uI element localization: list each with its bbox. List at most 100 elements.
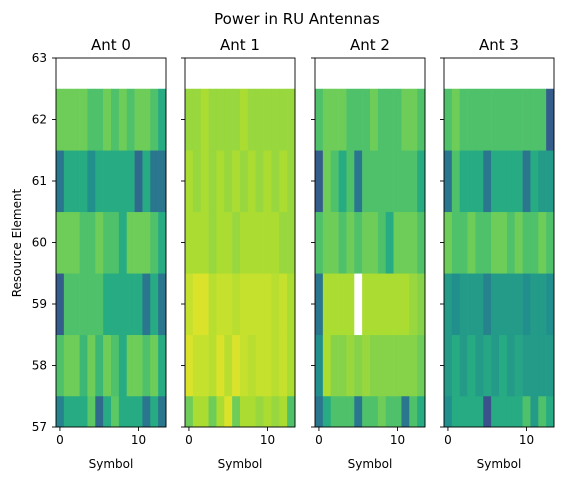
heatmap-cell: [444, 396, 453, 427]
heatmap-cell: [530, 396, 539, 427]
heatmap-cell: [546, 396, 555, 427]
heatmap-cell: [522, 334, 531, 397]
x-tick-label: 0: [444, 433, 452, 447]
heatmap-cell: [393, 273, 402, 336]
heatmap-cell: [370, 150, 379, 213]
heatmap-cell: [506, 334, 516, 397]
heatmap-cell: [287, 396, 296, 427]
heatmap-cell: [444, 273, 453, 336]
heatmap-cell: [95, 150, 104, 213]
heatmap-cell: [491, 150, 500, 213]
heatmap-cell: [150, 273, 159, 336]
heatmap-cell: [279, 150, 288, 213]
heatmap-cell: [134, 211, 143, 274]
heatmap-cell: [483, 88, 492, 151]
heatmap-cell: [192, 334, 202, 397]
heatmap-cell: [459, 150, 468, 213]
heatmap-cell: [393, 334, 402, 397]
heatmap-cell: [362, 273, 371, 336]
heatmap-cell: [362, 150, 371, 213]
heatmap-cell: [377, 334, 387, 397]
heatmap-cell: [338, 273, 347, 336]
panel-3: Ant 3 0 10 Symbol: [440, 36, 555, 471]
heatmap-cell: [315, 334, 324, 397]
heatmap-cell: [134, 273, 143, 336]
heatmap-cell: [409, 334, 418, 397]
heatmap-cell: [393, 211, 402, 274]
heatmap-cell: [208, 88, 217, 151]
heatmap-cell: [538, 88, 547, 151]
panel-0: Ant 0 0 10 Symbol 57 58 59 60 61 62 63: [32, 36, 167, 471]
heatmap-cell: [322, 211, 332, 274]
heatmap-cell: [522, 273, 531, 336]
heatmap-cell: [506, 150, 516, 213]
heatmap-cell: [87, 273, 96, 336]
heatmap-cell: [216, 211, 225, 274]
heatmap-cell: [409, 211, 418, 274]
panel-title: Ant 0: [91, 36, 131, 54]
heatmap-cell: [499, 334, 508, 397]
heatmap-cell: [134, 334, 143, 397]
heatmap-cell: [126, 150, 135, 213]
heatmap-cell: [370, 88, 379, 151]
heatmap-cell: [287, 88, 296, 151]
heatmap-cell: [370, 273, 379, 336]
heatmap-cell: [240, 273, 249, 336]
heatmap-cell: [150, 150, 159, 213]
x-tick-label: 0: [185, 433, 193, 447]
heatmap-cell: [103, 211, 112, 274]
heatmap-cell: [63, 211, 73, 274]
heatmap-cell: [200, 88, 209, 151]
heatmap-cell: [385, 273, 394, 336]
heatmap-cell: [377, 88, 387, 151]
heatmap-cell: [506, 211, 516, 274]
heatmap-cell: [322, 150, 332, 213]
heatmap-cell: [393, 88, 402, 151]
heatmap-cell: [158, 211, 167, 274]
heatmap-cell: [208, 150, 217, 213]
heatmap-cell: [142, 273, 151, 336]
heatmap-cell: [111, 334, 120, 397]
panel-2: Ant 2 0 10 Symbol: [311, 36, 426, 471]
y-tick-label: 60: [32, 236, 47, 250]
heatmap-cell: [377, 150, 387, 213]
heatmap-cell: [546, 88, 555, 151]
heatmap-cell: [158, 396, 167, 427]
heatmap-cell: [158, 150, 167, 213]
heatmap-cell: [79, 88, 88, 151]
heatmap-cell: [71, 334, 80, 397]
heatmap-cell: [111, 273, 120, 336]
heatmap-cell: [150, 88, 159, 151]
heatmap-cell: [451, 88, 461, 151]
y-tick-label: 63: [32, 51, 47, 65]
heatmap-cell: [134, 88, 143, 151]
heatmap-cell: [126, 88, 135, 151]
heatmap-cell: [247, 396, 257, 427]
heatmap-cell: [126, 211, 135, 274]
heatmap-cell: [56, 88, 65, 151]
heatmap-cell: [475, 211, 484, 274]
heatmap-cell: [346, 211, 355, 274]
heatmap-cell: [185, 396, 194, 427]
heatmap-cell: [370, 211, 379, 274]
heatmap-cell: [255, 396, 264, 427]
heatmap-cell: [451, 396, 461, 427]
heatmap-cell: [530, 273, 539, 336]
heatmap-cell: [417, 334, 426, 397]
heatmap-cell: [192, 150, 202, 213]
heatmap-cell: [142, 396, 151, 427]
heatmap-cell: [185, 88, 194, 151]
heatmap-cell: [401, 273, 410, 336]
heatmap-cell: [192, 273, 202, 336]
heatmap-cell: [279, 211, 288, 274]
heatmap-cell: [271, 273, 280, 336]
heatmap-cell: [255, 273, 264, 336]
heatmap-cell: [522, 211, 531, 274]
heatmap-cell: [409, 273, 418, 336]
heatmap-cell: [467, 273, 476, 336]
heatmap-cell: [346, 150, 355, 213]
heatmap-cell: [530, 334, 539, 397]
heatmap-cell: [56, 211, 65, 274]
heatmap-cell: [87, 396, 96, 427]
heatmap-cell: [255, 150, 264, 213]
